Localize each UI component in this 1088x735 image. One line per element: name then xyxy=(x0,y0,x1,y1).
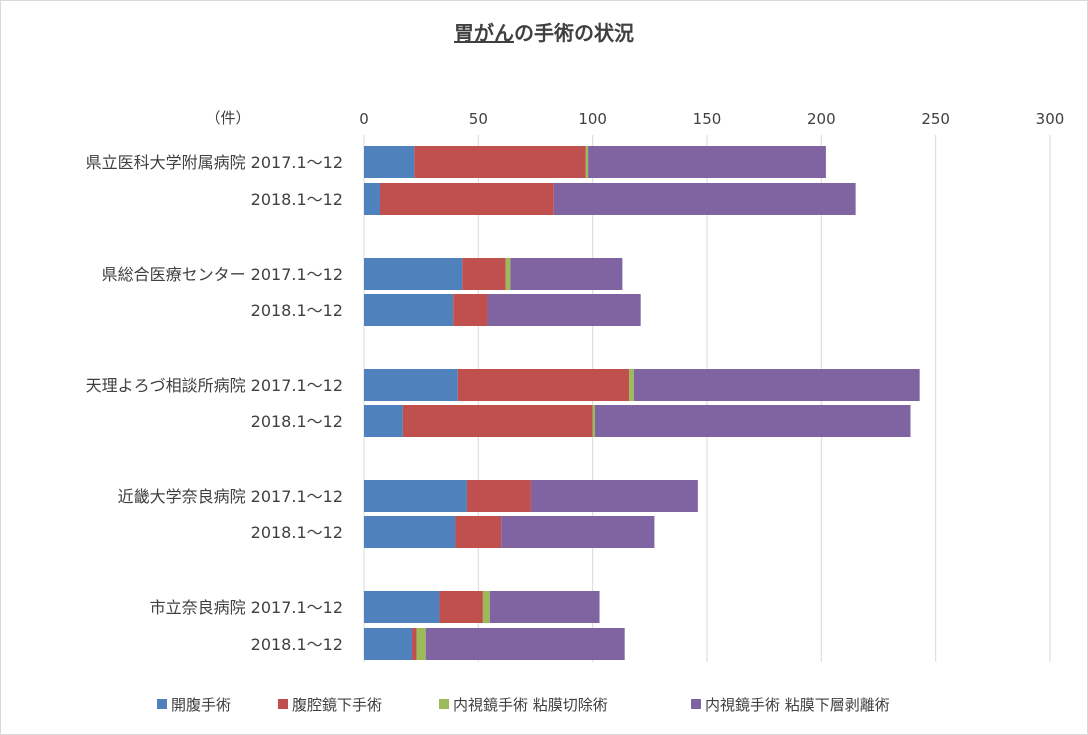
legend-swatch-2 xyxy=(439,699,449,709)
bar-segment-s0-r0 xyxy=(364,146,415,178)
bar-segment-s3-r6 xyxy=(530,480,698,512)
bar-segment-s3-r0 xyxy=(588,146,826,178)
legend-swatch-1 xyxy=(278,699,288,709)
bar-segment-s2-r9 xyxy=(416,628,426,660)
bar-segment-s1-r8 xyxy=(439,591,483,623)
legend-label-3: 内視鏡手術 粘膜下層剥離術 xyxy=(705,696,890,714)
x-tick-label: 0 xyxy=(359,110,369,128)
x-tick-label: 100 xyxy=(578,110,607,128)
category-label: 2018.1～12 xyxy=(251,635,343,654)
bar-segment-s0-r6 xyxy=(364,480,467,512)
chart-title-rest: の手術の状況 xyxy=(514,21,634,45)
x-tick-label: 50 xyxy=(469,110,488,128)
x-tick-label: 250 xyxy=(921,110,950,128)
bar-segment-s2-r2 xyxy=(505,258,511,290)
legend: 開腹手術 腹腔鏡下手術 内視鏡手術 粘膜切除術 内視鏡手術 粘膜下層剥離術 xyxy=(157,696,890,714)
legend-swatch-0 xyxy=(157,699,167,709)
legend-label-2: 内視鏡手術 粘膜切除術 xyxy=(453,696,608,714)
category-labels: 県立医科大学附属病院 2017.1～12 2018.1～12 県総合医療センター 2… xyxy=(86,153,343,654)
bar-segment-s1-r5 xyxy=(402,405,593,437)
bar-segment-s3-r8 xyxy=(489,591,600,623)
category-label: 県総合医療センター 2017.1～12 xyxy=(102,265,343,284)
category-label: 2018.1～12 xyxy=(251,301,343,320)
x-tick-label: 150 xyxy=(693,110,722,128)
category-label: 2018.1～12 xyxy=(251,523,343,542)
unit-label: （件） xyxy=(205,109,250,127)
bar-segment-s0-r3 xyxy=(364,294,454,326)
category-label: 2018.1～12 xyxy=(251,412,343,431)
bar-segment-s0-r9 xyxy=(364,628,413,660)
bar-segment-s1-r6 xyxy=(466,480,531,512)
legend-label-0: 開腹手術 xyxy=(171,696,231,714)
bar-segment-s3-r5 xyxy=(594,405,911,437)
bar-segment-s1-r3 xyxy=(453,294,488,326)
x-tick-label: 200 xyxy=(807,110,836,128)
bar-segment-s3-r9 xyxy=(425,628,625,660)
bar-segment-s0-r7 xyxy=(364,516,456,548)
category-label: 市立奈良病院 2017.1～12 xyxy=(150,598,343,617)
category-label: 県立医科大学附属病院 2017.1～12 xyxy=(86,153,343,172)
bar-segment-s0-r4 xyxy=(364,369,458,401)
bar-segment-s3-r1 xyxy=(553,183,856,215)
bar-segment-s2-r4 xyxy=(629,369,634,401)
bar-segment-s0-r8 xyxy=(364,591,440,623)
bar-segment-s3-r7 xyxy=(501,516,655,548)
bars xyxy=(364,146,920,660)
bar-segment-s2-r5 xyxy=(592,405,595,437)
legend-label-1: 腹腔鏡下手術 xyxy=(292,696,382,714)
bar-segment-s0-r1 xyxy=(364,183,381,215)
bar-segment-s0-r2 xyxy=(364,258,463,290)
bar-segment-s1-r9 xyxy=(412,628,417,660)
bar-segment-s3-r2 xyxy=(510,258,623,290)
category-label: 2018.1～12 xyxy=(251,190,343,209)
bar-segment-s2-r0 xyxy=(585,146,589,178)
bar-segment-s1-r0 xyxy=(414,146,586,178)
chart-title: 胃がんの手術の状況 xyxy=(454,21,634,45)
bar-segment-s2-r8 xyxy=(482,591,490,623)
category-label: 近畿大学奈良病院 2017.1～12 xyxy=(118,487,343,506)
chart-title-highlight: 胃がん xyxy=(454,21,514,45)
bar-segment-s3-r4 xyxy=(633,369,920,401)
bar-segment-s1-r2 xyxy=(462,258,506,290)
bar-segment-s3-r3 xyxy=(487,294,641,326)
bar-segment-s1-r7 xyxy=(455,516,502,548)
category-label: 天理よろづ相談所病院 2017.1～12 xyxy=(86,376,343,395)
bar-segment-s1-r4 xyxy=(457,369,630,401)
x-tick-label: 300 xyxy=(1036,110,1065,128)
legend-swatch-3 xyxy=(691,699,701,709)
x-tick-labels: 0 50 100 150 200 250 300 xyxy=(359,110,1064,128)
bar-segment-s1-r1 xyxy=(380,183,554,215)
bar-segment-s0-r5 xyxy=(364,405,403,437)
